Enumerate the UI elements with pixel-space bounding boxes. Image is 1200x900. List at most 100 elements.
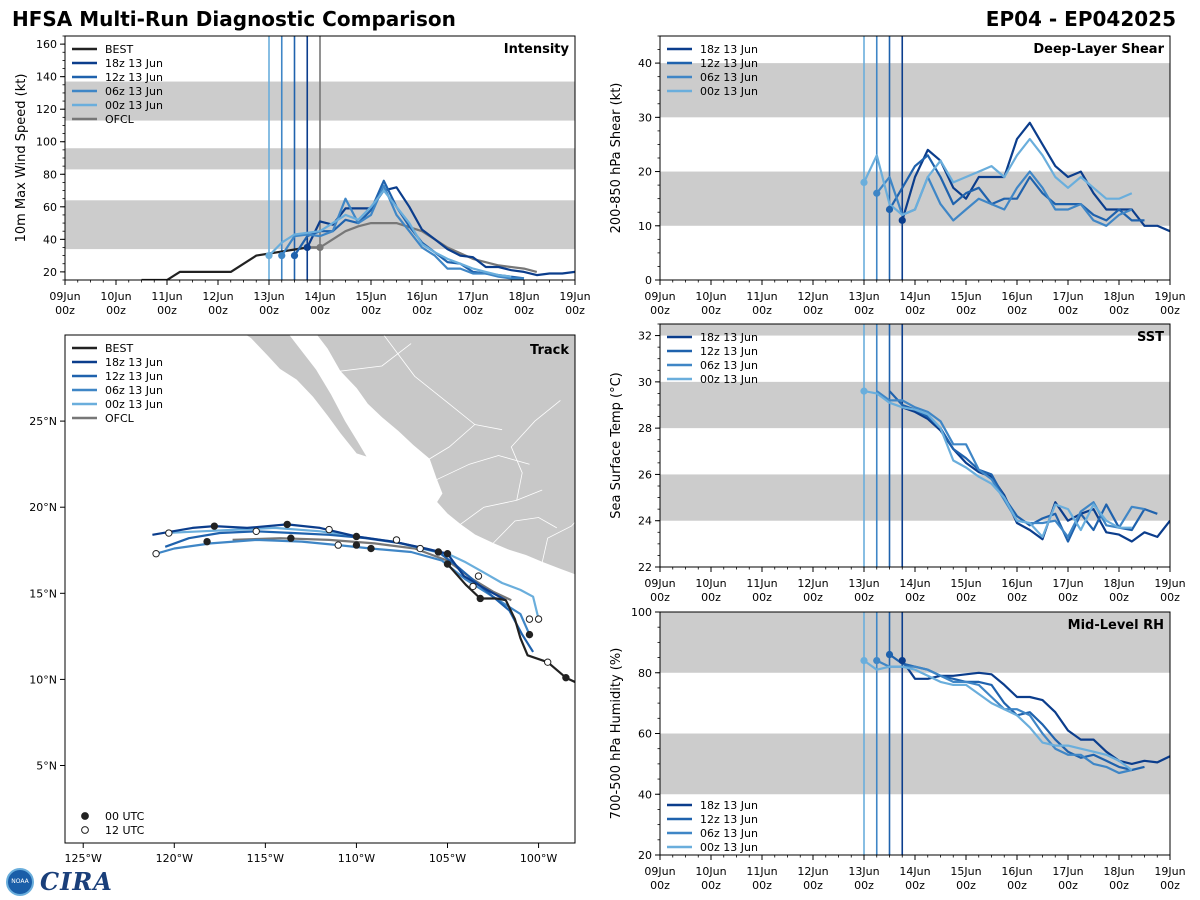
rh-xtick-label: 18Jun 00z xyxy=(1103,865,1134,892)
shear-xtick-label: 11Jun 00z xyxy=(746,290,777,317)
sst-series-00z-13-jun xyxy=(863,390,1132,539)
noaa-logo-icon: NOAA xyxy=(6,868,34,896)
track-legend-label-00z-13-jun: 00z 13 Jun xyxy=(105,398,163,411)
sst-band-2 xyxy=(660,324,1170,336)
shear-xtick-label: 14Jun 00z xyxy=(899,290,930,317)
sst-ytick-label: 24 xyxy=(638,515,652,528)
sst-xtick-label: 17Jun 00z xyxy=(1052,577,1083,604)
shear-legend-label-12z-13-jun: 12z 13 Jun xyxy=(700,57,758,70)
track-lon-label: 120°W xyxy=(156,852,193,865)
rh-marker-06z-13-jun xyxy=(873,657,881,665)
rh-marker-00z-13-jun xyxy=(860,657,868,665)
track-lon-label: 115°W xyxy=(247,852,284,865)
track-point-12utc xyxy=(534,615,543,623)
intensity-legend-label-best: BEST xyxy=(105,43,133,56)
track-point-12utc xyxy=(334,541,342,549)
track-point-12utc xyxy=(416,544,424,553)
track-point-12utc xyxy=(525,615,534,623)
track-point-00utc xyxy=(443,549,452,558)
track-point-00utc xyxy=(287,534,295,542)
intensity-ytick-label: 20 xyxy=(43,266,57,279)
rh-band-1 xyxy=(660,612,1170,673)
track-plot-area xyxy=(152,335,626,684)
rh-plot-area xyxy=(660,612,1170,855)
track-legend-label-06z-13-jun: 06z 13 Jun xyxy=(105,384,163,397)
track-lat-label: 15°N xyxy=(29,587,57,600)
track-point-00utc xyxy=(352,541,361,549)
sst-band-0 xyxy=(660,474,1170,521)
rh-band-0 xyxy=(660,733,1170,795)
rh-legend-label-18z-13-jun: 18z 13 Jun xyxy=(700,799,758,812)
track-state-border-8 xyxy=(579,535,626,576)
intensity-xtick-label: 16Jun 00z xyxy=(406,290,437,317)
intensity-xtick-label: 12Jun 00z xyxy=(202,290,233,317)
track-state-border-3 xyxy=(492,517,557,544)
track-line-ofcl xyxy=(232,537,512,602)
rh-legend-label-06z-13-jun: 06z 13 Jun xyxy=(700,827,758,840)
rh-xtick-label: 19Jun 00z xyxy=(1154,865,1185,892)
shear-plot-area xyxy=(660,36,1170,280)
shear-legend-label-00z-13-jun: 00z 13 Jun xyxy=(700,85,758,98)
intensity-xtick-label: 14Jun 00z xyxy=(304,290,335,317)
rh-ytick-label: 20 xyxy=(638,849,652,862)
shear-xtick-label: 18Jun 00z xyxy=(1103,290,1134,317)
sst-ytick-label: 30 xyxy=(638,376,652,389)
intensity-marker-06z-13-jun xyxy=(278,252,286,260)
intensity-xtick-label: 18Jun 00z xyxy=(508,290,539,317)
track-point-00utc xyxy=(476,594,484,603)
track-lon-label: 100°W xyxy=(520,852,557,865)
rh-xtick-label: 10Jun 00z xyxy=(695,865,726,892)
rh-xtick-label: 14Jun 00z xyxy=(899,865,930,892)
intensity-ylabel: 10m Max Wind Speed (kt) xyxy=(14,74,29,243)
intensity-panel: 20 40 60 80 100 120 140 160 09Jun 00z 10Jun 00z 11Ju… xyxy=(14,35,591,317)
sst-legend-label-18z-13-jun: 18z 13 Jun xyxy=(700,331,758,344)
track-title: Track xyxy=(530,343,569,358)
track-legend-label-ofcl: OFCL xyxy=(105,412,135,425)
sst-plot-area xyxy=(660,324,1170,567)
intensity-marker-00z-13-jun xyxy=(265,252,273,260)
sst-xtick-label: 09Jun 00z xyxy=(644,577,675,604)
shear-band-1 xyxy=(660,63,1170,118)
track-point-12utc xyxy=(325,525,333,534)
rh-xtick-label: 16Jun 00z xyxy=(1001,865,1032,892)
shear-ytick-label: 0 xyxy=(645,274,652,287)
rh-xtick-label: 17Jun 00z xyxy=(1052,865,1083,892)
intensity-ytick-label: 100 xyxy=(36,136,57,149)
track-state-border-5 xyxy=(429,424,503,460)
sst-ytick-label: 22 xyxy=(638,561,652,574)
intensity-series-00z-13-jun xyxy=(268,189,512,278)
intensity-xtick-label: 13Jun 00z xyxy=(253,290,284,317)
rh-marker-18z-13-jun xyxy=(898,657,906,665)
track-land-mexico xyxy=(244,335,575,576)
shear-marker-12z-13-jun xyxy=(885,205,894,214)
rh-xtick-label: 11Jun 00z xyxy=(746,865,777,892)
rh-ytick-label: 100 xyxy=(631,606,652,619)
shear-marker-18z-13-jun xyxy=(898,216,906,224)
track-lat-label: 10°N xyxy=(29,673,57,686)
intensity-ytick-label: 160 xyxy=(36,38,57,51)
shear-series-18z-13-jun xyxy=(901,121,1170,233)
rh-panel: 20 40 60 80 100 09Jun 00z 10Jun 00z 11Jun 00z 12Jun… xyxy=(609,606,1186,892)
rh-xtick-label: 12Jun 00z xyxy=(797,865,828,892)
track-point-00utc xyxy=(367,544,375,553)
intensity-ytick-label: 120 xyxy=(36,103,57,116)
track-point-12utc xyxy=(392,536,401,544)
sst-legend-label-12z-13-jun: 12z 13 Jun xyxy=(700,345,758,358)
shear-xtick-label: 13Jun 00z xyxy=(848,290,879,317)
sst-xtick-label: 16Jun 00z xyxy=(1001,577,1032,604)
title-right: EP04 - EP042025 xyxy=(985,7,1176,31)
intensity-ytick-label: 140 xyxy=(36,71,57,84)
sst-xtick-label: 11Jun 00z xyxy=(746,577,777,604)
sst-ytick-label: 26 xyxy=(638,468,652,481)
intensity-legend-label-12z-13-jun: 12z 13 Jun xyxy=(105,71,163,84)
rh-legend-label-00z-13-jun: 00z 13 Jun xyxy=(700,841,758,854)
rh-xtick-label: 09Jun 00z xyxy=(644,865,675,892)
intensity-legend-label-06z-13-jun: 06z 13 Jun xyxy=(105,85,163,98)
track-lat-label: 25°N xyxy=(29,415,57,428)
shear-xtick-label: 19Jun 00z xyxy=(1154,290,1185,317)
intensity-marker-ofcl xyxy=(316,243,324,252)
intensity-xtick-label: 19Jun 00z xyxy=(559,290,590,317)
sst-legend-label-06z-13-jun: 06z 13 Jun xyxy=(700,359,758,372)
intensity-title: Intensity xyxy=(504,42,570,57)
track-state-border-1 xyxy=(436,455,530,481)
